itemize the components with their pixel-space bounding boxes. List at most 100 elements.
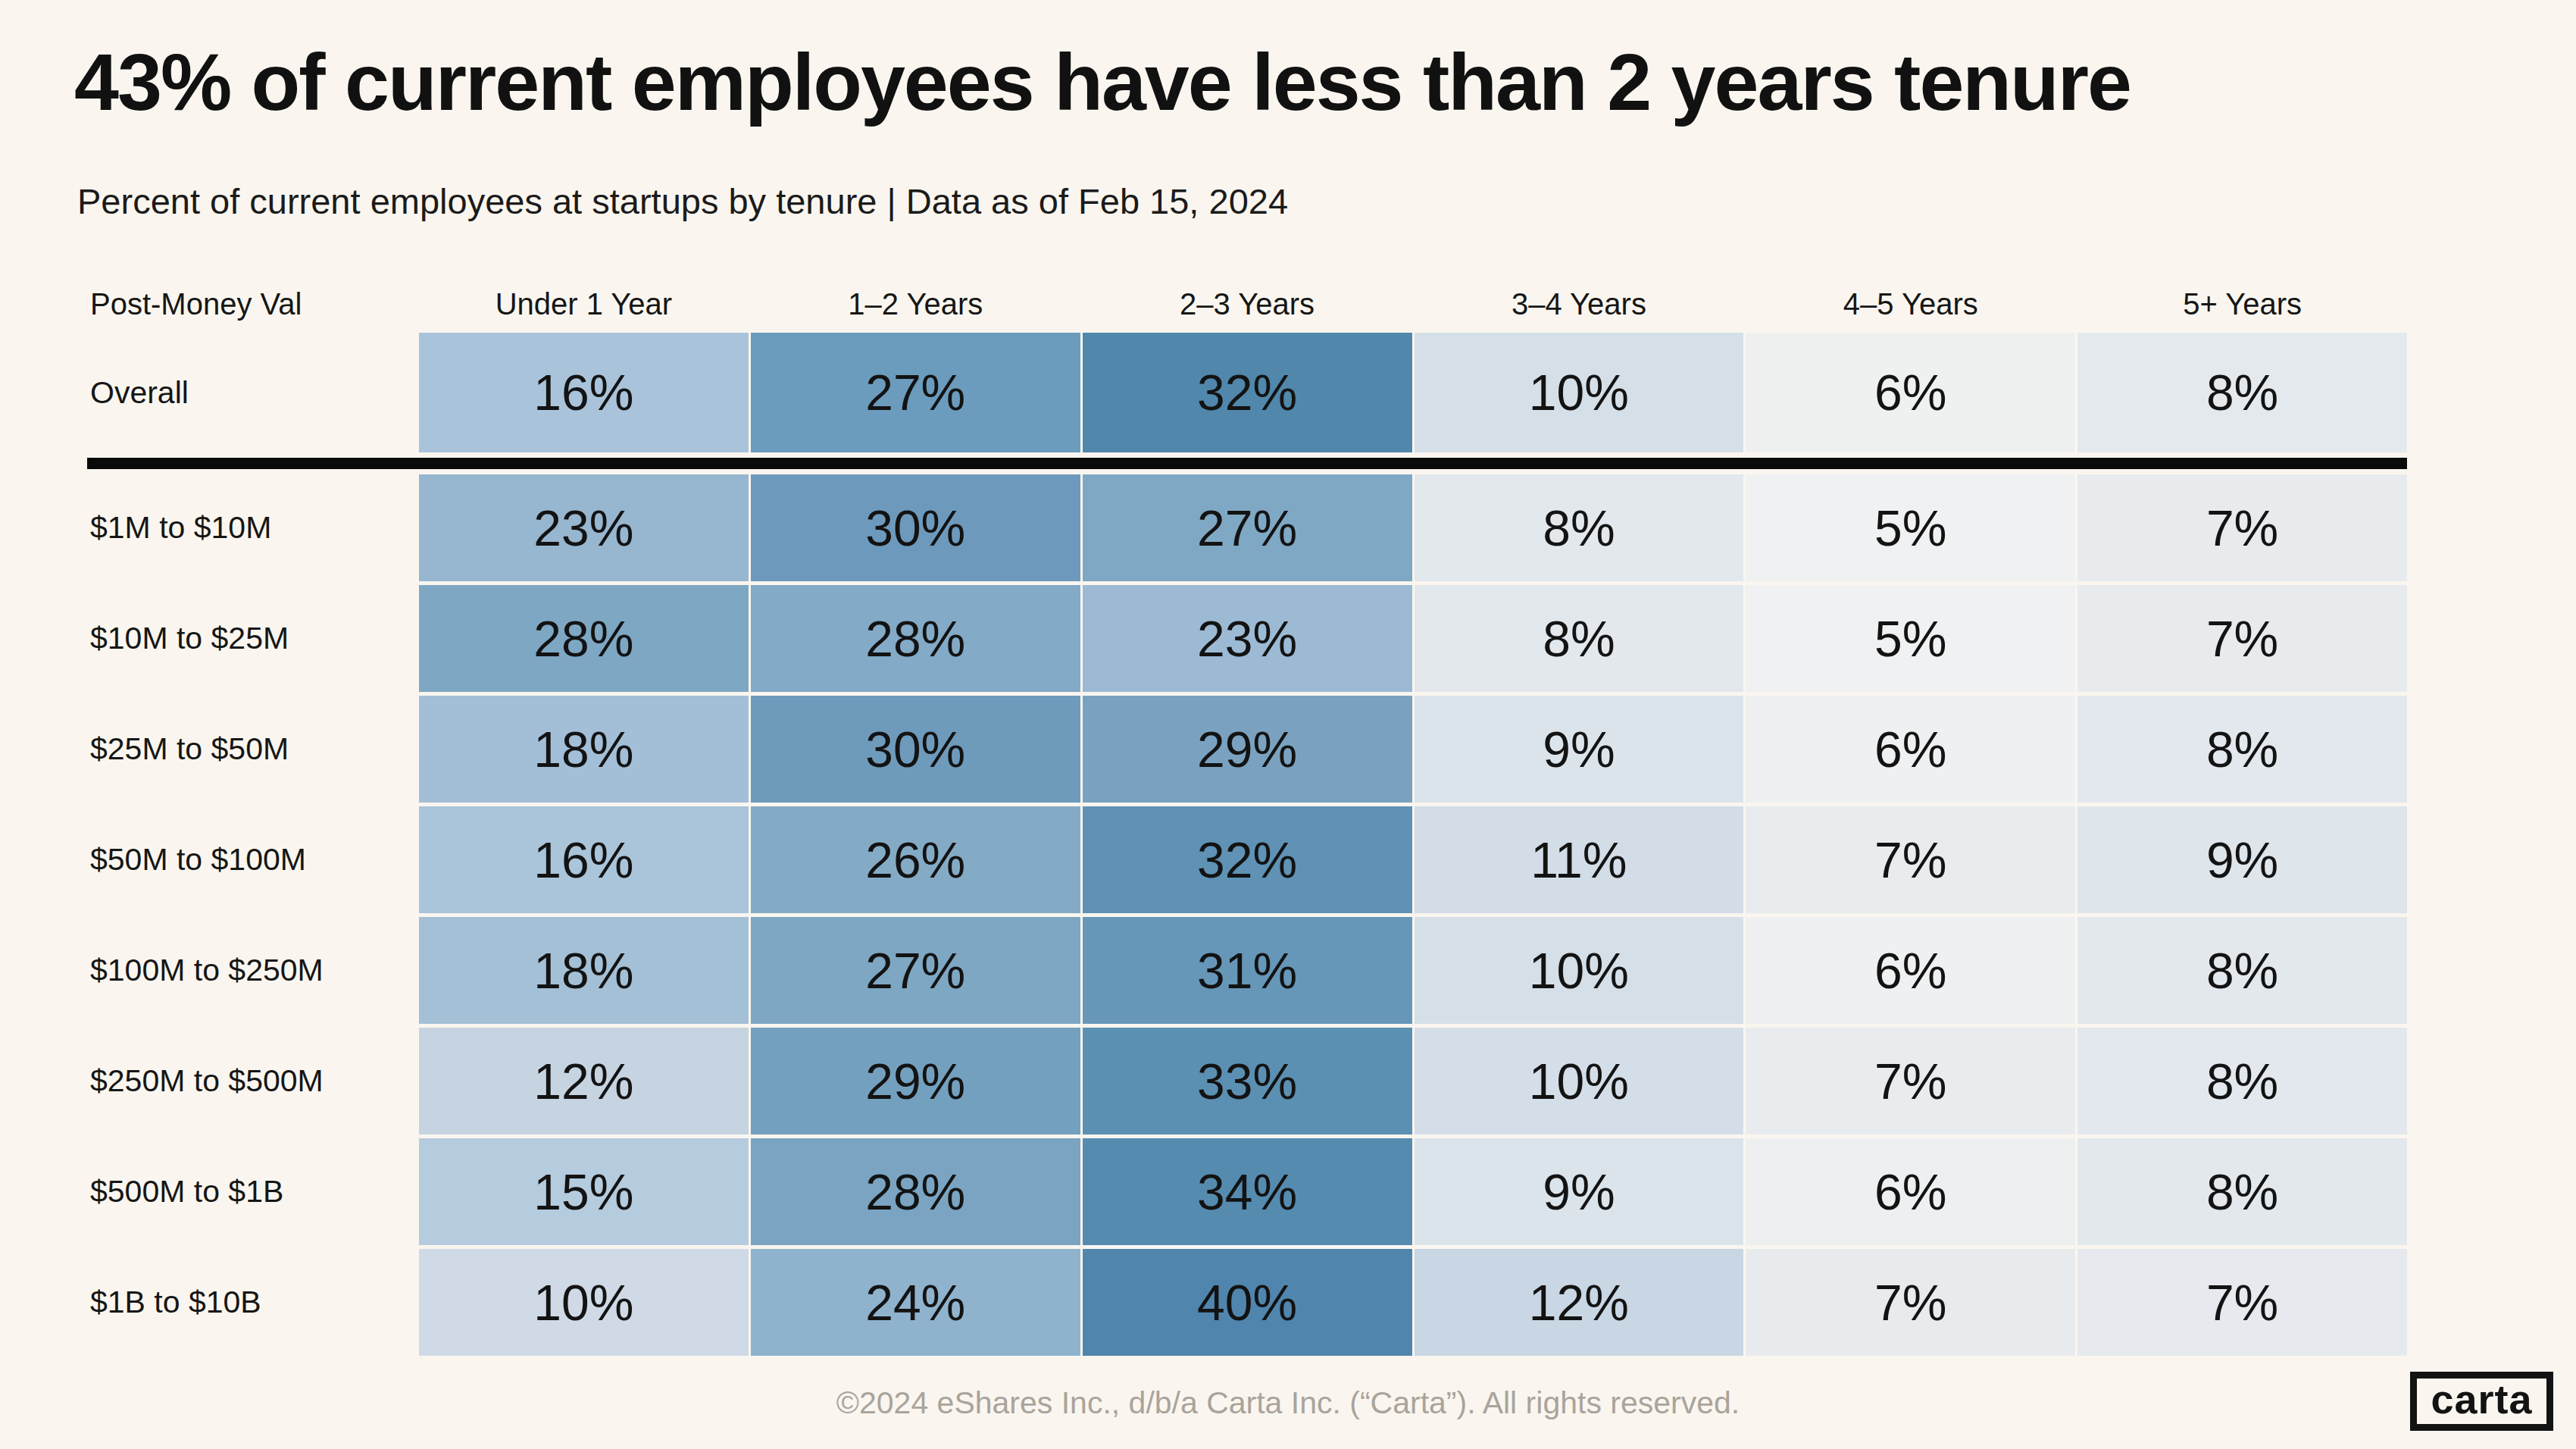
heatmap-cell-0-1: 30% xyxy=(751,474,1080,581)
heatmap-cell-4-3: 10% xyxy=(1415,917,1744,1024)
heatmap-cell-1-2: 23% xyxy=(1083,585,1412,692)
heatmap-cell-2-1: 30% xyxy=(751,696,1080,803)
heatmap-cell-wrap: 32% xyxy=(1083,806,1412,913)
heatmap-cell-2-4: 6% xyxy=(1746,696,2075,803)
heatmap-cell-wrap: 7% xyxy=(2077,585,2407,692)
heatmap-cell-1-4: 5% xyxy=(1746,585,2075,692)
heatmap-cell-wrap: 9% xyxy=(1415,696,1744,803)
column-header-2: 2–3 Years xyxy=(1083,279,1412,329)
heatmap-cell-6-3: 9% xyxy=(1415,1138,1744,1245)
heatmap-cell-wrap: 34% xyxy=(1083,1138,1412,1245)
heatmap-cell-wrap: 28% xyxy=(751,585,1080,692)
heatmap-cell-wrap: 8% xyxy=(2077,1138,2407,1245)
heatmap-cell-3-4: 7% xyxy=(1746,806,2075,913)
heatmap-cell-wrap: 40% xyxy=(1083,1249,1412,1356)
heatmap-cell-wrap: 8% xyxy=(2077,696,2407,803)
heatmap-cell-5-0: 12% xyxy=(419,1028,749,1134)
heatmap-cell-wrap: 5% xyxy=(1746,474,2075,581)
heatmap-cell-overall-0: 16% xyxy=(419,333,749,452)
heatmap-cell-overall-3: 10% xyxy=(1415,333,1744,452)
column-header-1: 1–2 Years xyxy=(751,279,1080,329)
heatmap-cell-7-4: 7% xyxy=(1746,1249,2075,1356)
heatmap-cell-0-2: 27% xyxy=(1083,474,1412,581)
heatmap-cell-wrap: 26% xyxy=(751,806,1080,913)
heatmap-cell-4-1: 27% xyxy=(751,917,1080,1024)
page-title: 43% of current employees have less than … xyxy=(74,36,2131,128)
heatmap-cell-4-4: 6% xyxy=(1746,917,2075,1024)
heatmap-cell-1-0: 28% xyxy=(419,585,749,692)
heatmap-cell-5-5: 8% xyxy=(2077,1028,2407,1134)
heatmap-cell-wrap: 23% xyxy=(419,474,749,581)
heatmap-cell-1-5: 7% xyxy=(2077,585,2407,692)
heatmap-cell-overall-5: 8% xyxy=(2077,333,2407,452)
heatmap-cell-0-5: 7% xyxy=(2077,474,2407,581)
heatmap-cell-wrap: 7% xyxy=(2077,474,2407,581)
heatmap-cell-7-2: 40% xyxy=(1083,1249,1412,1356)
heatmap-cell-wrap: 10% xyxy=(1415,1028,1744,1134)
heatmap-cell-3-5: 9% xyxy=(2077,806,2407,913)
heatmap-cell-3-2: 32% xyxy=(1083,806,1412,913)
heatmap-cell-wrap: 12% xyxy=(419,1028,749,1134)
row-label-1: $10M to $25M xyxy=(87,585,417,692)
heatmap-cell-wrap: 9% xyxy=(1415,1138,1744,1245)
heatmap-cell-overall-2: 32% xyxy=(1083,333,1412,452)
heatmap-cell-overall-4: 6% xyxy=(1746,333,2075,452)
heatmap-cell-1-3: 8% xyxy=(1415,585,1744,692)
heatmap-cell-4-0: 18% xyxy=(419,917,749,1024)
row-label-overall: Overall xyxy=(87,333,417,452)
heatmap-cell-6-2: 34% xyxy=(1083,1138,1412,1245)
row-label-5: $250M to $500M xyxy=(87,1028,417,1134)
column-header-4: 4–5 Years xyxy=(1746,279,2075,329)
heatmap-cell-wrap: 8% xyxy=(2077,1028,2407,1134)
heatmap-cell-6-5: 8% xyxy=(2077,1138,2407,1245)
heatmap-cell-wrap: 27% xyxy=(751,333,1080,452)
heatmap-cell-wrap: 16% xyxy=(419,806,749,913)
heatmap-cell-wrap: 18% xyxy=(419,917,749,1024)
heatmap-cell-wrap: 6% xyxy=(1746,1138,2075,1245)
heatmap-cell-wrap: 15% xyxy=(419,1138,749,1245)
heatmap-cell-5-3: 10% xyxy=(1415,1028,1744,1134)
heatmap-cell-wrap: 27% xyxy=(751,917,1080,1024)
heatmap-cell-4-5: 8% xyxy=(2077,917,2407,1024)
heatmap-cell-2-5: 8% xyxy=(2077,696,2407,803)
heatmap-cell-7-0: 10% xyxy=(419,1249,749,1356)
column-header-0: Under 1 Year xyxy=(419,279,749,329)
heatmap-cell-wrap: 24% xyxy=(751,1249,1080,1356)
row-label-7: $1B to $10B xyxy=(87,1249,417,1356)
heatmap-cell-wrap: 10% xyxy=(1415,333,1744,452)
heatmap-cell-5-2: 33% xyxy=(1083,1028,1412,1134)
heatmap-cell-2-0: 18% xyxy=(419,696,749,803)
heatmap-cell-wrap: 11% xyxy=(1415,806,1744,913)
heatmap-cell-wrap: 23% xyxy=(1083,585,1412,692)
heatmap-cell-wrap: 8% xyxy=(1415,474,1744,581)
heatmap-cell-4-2: 31% xyxy=(1083,917,1412,1024)
heatmap-cell-wrap: 28% xyxy=(751,1138,1080,1245)
heatmap-cell-2-2: 29% xyxy=(1083,696,1412,803)
heatmap-cell-6-4: 6% xyxy=(1746,1138,2075,1245)
heatmap-cell-overall-1: 27% xyxy=(751,333,1080,452)
heatmap-cell-6-0: 15% xyxy=(419,1138,749,1245)
heatmap-cell-wrap: 31% xyxy=(1083,917,1412,1024)
heatmap-cell-5-1: 29% xyxy=(751,1028,1080,1134)
heatmap-cell-wrap: 8% xyxy=(2077,917,2407,1024)
row-label-6: $500M to $1B xyxy=(87,1138,417,1245)
heatmap-cell-wrap: 5% xyxy=(1746,585,2075,692)
heatmap-cell-3-1: 26% xyxy=(751,806,1080,913)
heatmap-cell-wrap: 16% xyxy=(419,333,749,452)
heatmap-cell-wrap: 28% xyxy=(419,585,749,692)
heatmap-cell-wrap: 18% xyxy=(419,696,749,803)
heatmap-cell-wrap: 12% xyxy=(1415,1249,1744,1356)
heatmap-cell-2-3: 9% xyxy=(1415,696,1744,803)
heatmap-cell-wrap: 30% xyxy=(751,696,1080,803)
heatmap-grid: Post-Money ValUnder 1 Year1–2 Years2–3 Y… xyxy=(87,279,2407,1356)
heatmap-cell-7-1: 24% xyxy=(751,1249,1080,1356)
row-label-0: $1M to $10M xyxy=(87,474,417,581)
page-subtitle: Percent of current employees at startups… xyxy=(77,180,1288,222)
heatmap-cell-7-3: 12% xyxy=(1415,1249,1744,1356)
heatmap-cell-wrap: 7% xyxy=(1746,1249,2075,1356)
heatmap-cell-wrap: 30% xyxy=(751,474,1080,581)
column-header-row-label: Post-Money Val xyxy=(87,279,417,329)
heatmap-cell-0-0: 23% xyxy=(419,474,749,581)
heatmap-cell-wrap: 29% xyxy=(751,1028,1080,1134)
row-label-2: $25M to $50M xyxy=(87,696,417,803)
